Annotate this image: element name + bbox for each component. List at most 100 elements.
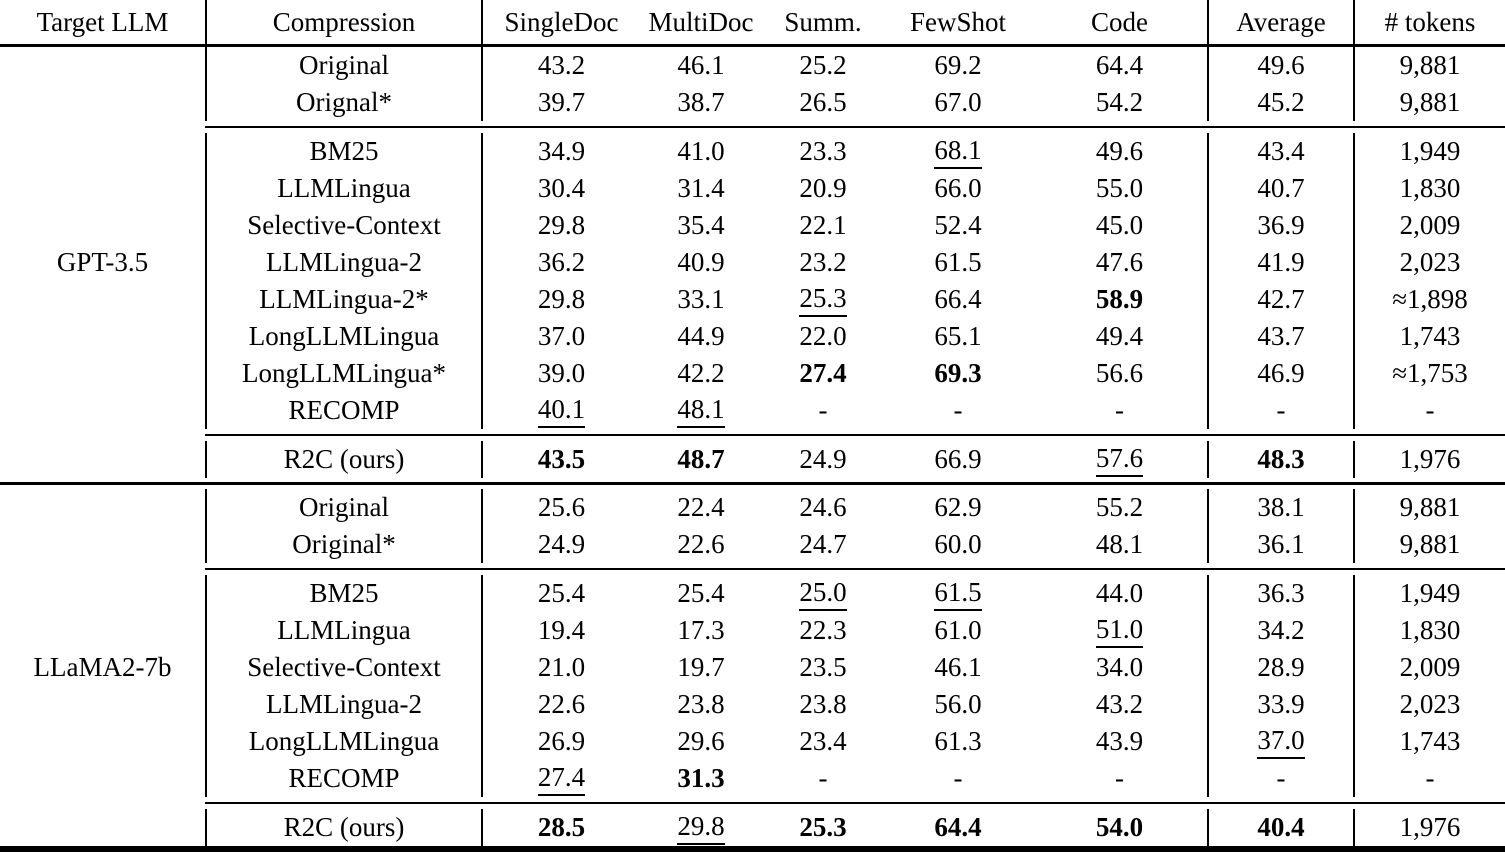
method-label: LLMLingua-2*: [259, 284, 429, 314]
cell-value: 23.2: [799, 247, 847, 277]
cell-value: 2,009: [1399, 652, 1461, 682]
cell-value: 22.1: [799, 210, 847, 240]
cell-fewshot: -: [884, 392, 1032, 429]
cell-code: 51.0: [1032, 612, 1207, 649]
cell-fewshot: 61.5: [884, 575, 1032, 612]
cell-code: 47.6: [1032, 244, 1207, 281]
cell-tokens: 9,881: [1355, 47, 1505, 84]
divider-line: [205, 802, 1505, 804]
cell-singledoc: 39.7: [483, 84, 640, 121]
cell-fewshot: 66.4: [884, 281, 1032, 318]
group-divider: [205, 429, 1505, 441]
cell-method: LLMLingua: [205, 612, 483, 649]
cell-tokens: -: [1355, 392, 1505, 429]
table-row: R2C (ours) 28.5 29.8 25.3 64.4 54.0 40.4 1,976: [205, 809, 1505, 846]
method-label: Selective-Context: [247, 652, 441, 682]
cell-multidoc: 38.7: [640, 84, 762, 121]
cell-value: 46.1: [677, 50, 725, 80]
cell-summ: -: [762, 392, 884, 429]
method-label: LongLLMLingua*: [242, 358, 446, 388]
cell-tokens: 2,009: [1355, 207, 1505, 244]
cell-method: LongLLMLingua*: [205, 355, 483, 392]
method-label: BM25: [309, 136, 379, 166]
cell-value: 26.9: [537, 726, 586, 756]
cell-multidoc: 48.1: [640, 392, 762, 429]
column-header-code: Code: [1091, 6, 1148, 37]
cell-value: 43.2: [537, 50, 586, 80]
cell-value: 22.3: [799, 615, 847, 645]
cell-summ: 24.9: [762, 441, 884, 478]
cell-singledoc: 19.4: [483, 612, 640, 649]
table-section: LLaMA2-7b Original 25.6 22.4 24.6 62.9 55.2 38.…: [0, 489, 1505, 846]
cell-value: 25.4: [677, 578, 725, 608]
cell-code: 43.2: [1032, 686, 1207, 723]
cell-value: 40.7: [1257, 173, 1305, 203]
table-row: BM25 34.9 41.0 23.3 68.1 49.6 43.4 1,949: [205, 133, 1505, 170]
table-section: GPT-3.5 Original 43.2 46.1 25.2 69.2 64.4 49.6 9…: [0, 47, 1505, 478]
cell-fewshot: 56.0: [884, 686, 1032, 723]
cell-value: 25.4: [537, 578, 586, 608]
cell-value: 1,743: [1399, 321, 1461, 351]
cell-value: 36.2: [537, 247, 586, 277]
cell-tokens: 2,009: [1355, 649, 1505, 686]
cell-value: 2,023: [1399, 247, 1461, 277]
cell-value: 23.8: [799, 689, 847, 719]
cell-value: 69.3: [934, 358, 982, 388]
cell-value: 65.1: [934, 321, 982, 351]
cell-method: Orignal*: [205, 84, 483, 121]
cell-tokens: -: [1355, 760, 1505, 797]
cell-value: 20.9: [799, 173, 847, 203]
cell-tokens: 1,949: [1355, 133, 1505, 170]
cell-value: 55.0: [1095, 173, 1144, 203]
cell-summ: 23.4: [762, 723, 884, 760]
cell-average: 43.7: [1207, 318, 1355, 355]
cell-value: 1,743: [1399, 726, 1461, 756]
cell-value: 39.0: [537, 358, 586, 388]
table-row: LLMLingua-2 36.2 40.9 23.2 61.5 47.6 41.9 2,023: [205, 244, 1505, 281]
cell-value: 22.6: [537, 689, 586, 719]
cell-code: 34.0: [1032, 649, 1207, 686]
cell-value: 9,881: [1399, 529, 1461, 559]
table-row: LongLLMLingua* 39.0 42.2 27.4 69.3 56.6 46.9 ≈1…: [205, 355, 1505, 392]
cell-value: 52.4: [934, 210, 982, 240]
method-label: Original: [299, 492, 389, 522]
cell-value: 21.0: [537, 652, 586, 682]
cell-value: 39.7: [537, 87, 586, 117]
cell-value: 57.6: [1095, 443, 1144, 477]
cell-value: 46.1: [934, 652, 982, 682]
cell-fewshot: -: [884, 760, 1032, 797]
cell-value: 42.2: [677, 358, 725, 388]
divider-line: [205, 126, 1505, 128]
cell-multidoc: 46.1: [640, 47, 762, 84]
cell-singledoc: 34.9: [483, 133, 640, 170]
cell-code: 55.2: [1032, 489, 1207, 526]
cell-value: 46.9: [1257, 358, 1305, 388]
cell-summ: 22.0: [762, 318, 884, 355]
divider-line: [0, 482, 1505, 485]
cell-average: 48.3: [1207, 441, 1355, 478]
cell-average: 42.7: [1207, 281, 1355, 318]
cell-method: Selective-Context: [205, 649, 483, 686]
cell-code: 45.0: [1032, 207, 1207, 244]
cell-average: 28.9: [1207, 649, 1355, 686]
cell-singledoc: 26.9: [483, 723, 640, 760]
cell-multidoc: 42.2: [640, 355, 762, 392]
cell-value: 1,976: [1399, 444, 1461, 474]
cell-fewshot: 66.9: [884, 441, 1032, 478]
cell-multidoc: 22.4: [640, 489, 762, 526]
method-label: BM25: [309, 578, 379, 608]
cell-summ: 26.5: [762, 84, 884, 121]
cell-summ: 25.0: [762, 575, 884, 612]
cell-value: 34.0: [1095, 652, 1144, 682]
cell-value: 40.9: [677, 247, 725, 277]
cell-value: 9,881: [1399, 87, 1461, 117]
cell-method: R2C (ours): [205, 809, 483, 846]
cell-summ: 23.8: [762, 686, 884, 723]
cell-value: -: [1276, 395, 1286, 425]
cell-value: 60.0: [934, 529, 982, 559]
cell-value: 17.3: [677, 615, 725, 645]
method-label: LongLLMLingua: [248, 321, 440, 351]
cell-method: Original: [205, 47, 483, 84]
cell-method: RECOMP: [205, 760, 483, 797]
cell-value: ≈1,898: [1392, 284, 1468, 314]
